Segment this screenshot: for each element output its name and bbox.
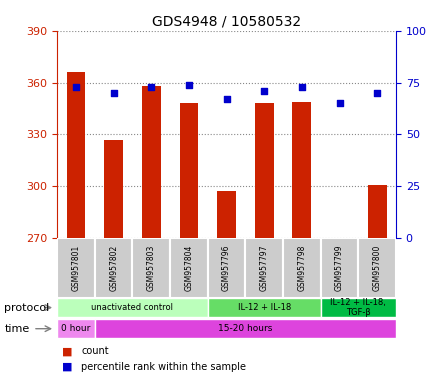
Point [298,84,305,90]
Text: GSM957799: GSM957799 [335,245,344,291]
Bar [368,185,387,238]
Bar [255,103,274,238]
FancyBboxPatch shape [246,238,283,298]
Text: 0 hour: 0 hour [61,324,91,333]
Bar [142,86,161,238]
Text: GSM957798: GSM957798 [297,245,306,291]
Point [148,84,155,90]
Bar [217,192,236,238]
Text: GSM957804: GSM957804 [184,245,194,291]
FancyBboxPatch shape [95,238,132,298]
Point [73,84,80,90]
Text: GSM957797: GSM957797 [260,245,269,291]
FancyBboxPatch shape [57,238,95,298]
Bar [180,103,198,238]
Text: GSM957802: GSM957802 [109,245,118,291]
Point [110,90,117,96]
FancyBboxPatch shape [208,238,246,298]
Bar [104,140,123,238]
Text: ■: ■ [62,362,72,372]
Title: GDS4948 / 10580532: GDS4948 / 10580532 [152,14,301,28]
FancyBboxPatch shape [208,298,321,317]
Point [336,100,343,106]
Point [185,81,192,88]
Text: time: time [4,324,29,334]
Text: percentile rank within the sample: percentile rank within the sample [81,362,246,372]
Text: count: count [81,346,109,356]
FancyBboxPatch shape [283,238,321,298]
Point [261,88,268,94]
FancyBboxPatch shape [358,238,396,298]
Text: GSM957796: GSM957796 [222,245,231,291]
Point [374,90,381,96]
FancyBboxPatch shape [132,238,170,298]
FancyBboxPatch shape [57,298,208,317]
Text: IL-12 + IL-18,
TGF-β: IL-12 + IL-18, TGF-β [330,298,386,317]
Text: GSM957801: GSM957801 [72,245,81,291]
Point [223,96,230,102]
Text: GSM957800: GSM957800 [373,245,381,291]
FancyBboxPatch shape [170,238,208,298]
Text: GSM957803: GSM957803 [147,245,156,291]
Bar [293,102,312,238]
Text: 15-20 hours: 15-20 hours [218,324,273,333]
FancyBboxPatch shape [321,298,396,317]
FancyBboxPatch shape [95,319,396,338]
Text: protocol: protocol [4,303,50,313]
Bar [66,72,85,238]
Text: ■: ■ [62,346,72,356]
FancyBboxPatch shape [57,319,95,338]
FancyBboxPatch shape [321,238,358,298]
Text: IL-12 + IL-18: IL-12 + IL-18 [238,303,291,312]
Text: unactivated control: unactivated control [92,303,173,312]
